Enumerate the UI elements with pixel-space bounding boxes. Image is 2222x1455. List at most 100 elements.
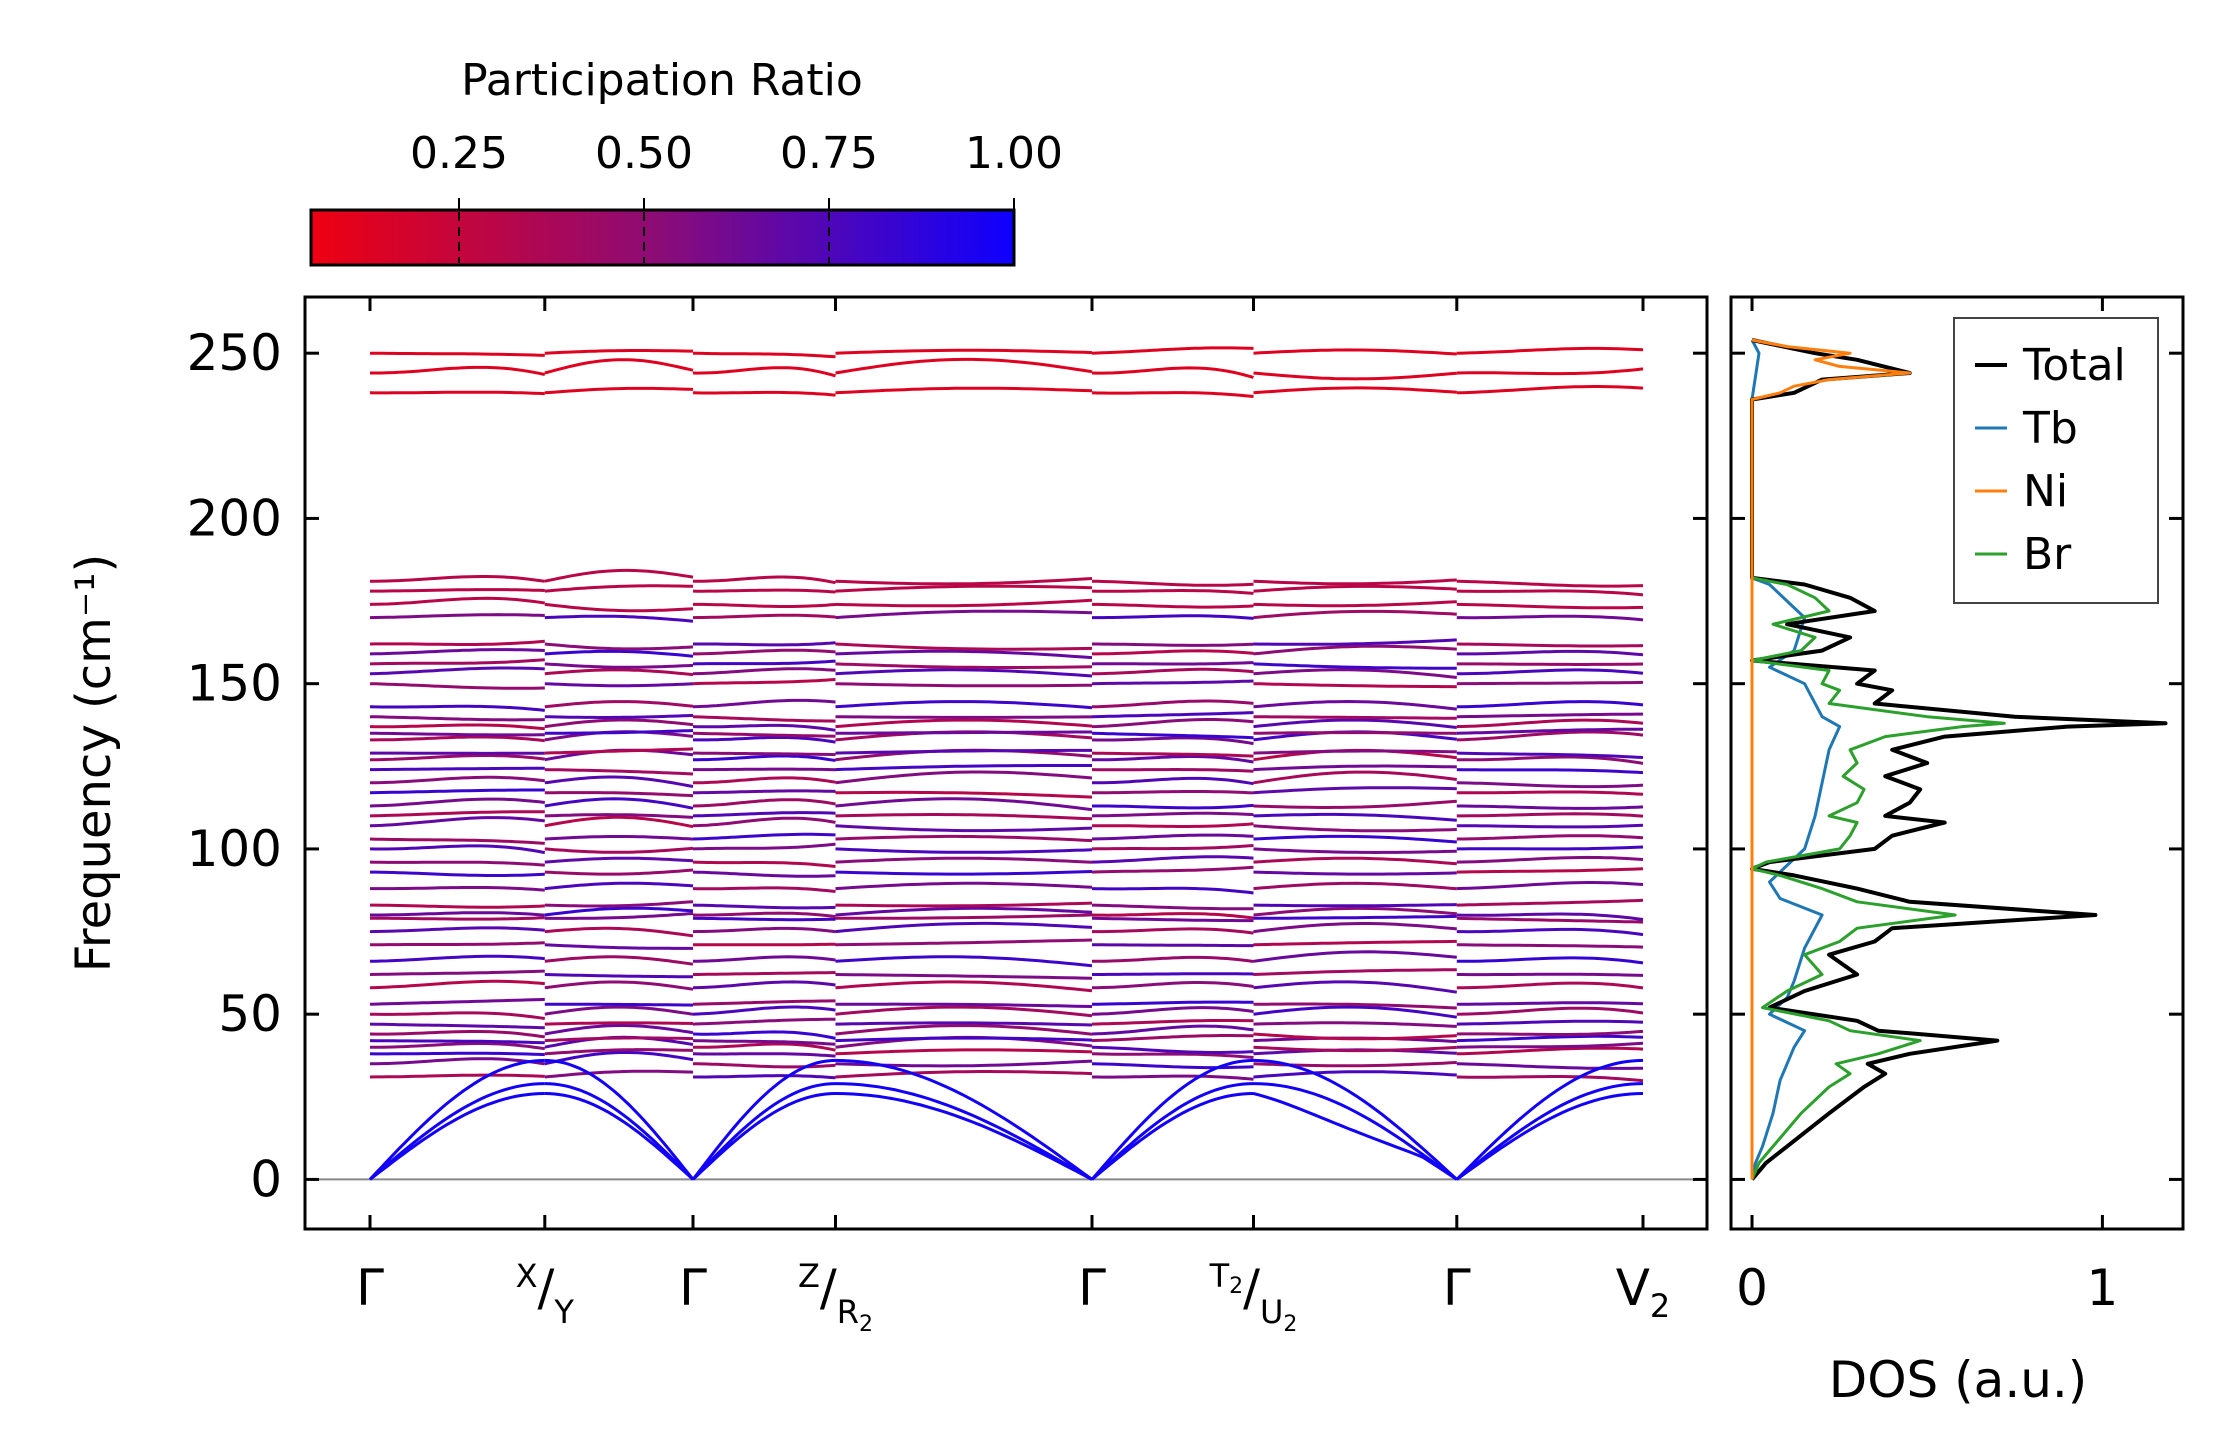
- band-line: [835, 913, 1093, 920]
- band-line: [370, 731, 545, 737]
- band-line: [1091, 711, 1254, 719]
- acoustic-band-line: [691, 1092, 836, 1181]
- band-line: [1456, 972, 1644, 977]
- band-line: [544, 718, 694, 729]
- band-line: [544, 747, 694, 755]
- acoustic-band-line: [1253, 1058, 1458, 1181]
- colorbar-tick-label: 0.50: [595, 128, 693, 179]
- band-line: [1456, 1034, 1644, 1043]
- band-line: [1091, 1052, 1254, 1059]
- band-line: [1456, 680, 1644, 686]
- band-line: [544, 700, 694, 709]
- band-line: [369, 997, 545, 1006]
- band-line: [1253, 386, 1457, 395]
- band-line: [1253, 824, 1457, 833]
- band-line: [1091, 1034, 1254, 1043]
- band-line: [369, 941, 545, 947]
- band-line: [835, 1021, 1093, 1027]
- band-line: [1456, 642, 1644, 648]
- band-line: [544, 775, 694, 788]
- band-line: [692, 731, 836, 738]
- acoustic-band-line: [1090, 1058, 1254, 1181]
- band-line: [544, 881, 694, 891]
- band-line: [1253, 856, 1457, 866]
- colorbar-ticks: 0.25 0.50 0.75 1.00: [410, 128, 1063, 263]
- band-line: [369, 723, 545, 731]
- band-line: [1092, 1074, 1254, 1081]
- band-line: [692, 667, 836, 676]
- band-line: [692, 832, 836, 841]
- band-line: [544, 900, 694, 908]
- band-line: [544, 813, 694, 819]
- band-line: [1253, 968, 1457, 976]
- band-line: [1091, 916, 1254, 923]
- band-line: [1253, 764, 1457, 772]
- band-line: [692, 1017, 836, 1026]
- band-line: [370, 886, 545, 892]
- band-line: [693, 776, 836, 785]
- band-line: [1456, 855, 1644, 864]
- band-line: [1456, 662, 1644, 666]
- band-line: [692, 816, 836, 828]
- band-line: [692, 870, 836, 878]
- colorbar: Participation Ratio 0.25 0.50 0.75 1.00: [309, 55, 1063, 267]
- band-line: [1091, 661, 1254, 666]
- band-line: [1091, 1062, 1254, 1070]
- band-line: [1253, 638, 1457, 646]
- band-line: [370, 870, 545, 877]
- band-line: [835, 649, 1093, 660]
- band-ytick-label: 150: [187, 655, 282, 713]
- band-line: [544, 835, 694, 841]
- band-line: [1456, 589, 1644, 597]
- band-line: [693, 1062, 836, 1069]
- band-line: [369, 797, 545, 808]
- band-line: [692, 886, 836, 893]
- band-line: [692, 903, 836, 910]
- band-line: [1456, 768, 1644, 775]
- band-line: [835, 797, 1093, 812]
- band-line: [693, 767, 836, 772]
- band-line: [1456, 927, 1644, 937]
- band-line: [369, 1022, 545, 1030]
- band-line: [369, 1030, 546, 1039]
- band-line: [369, 1039, 545, 1045]
- band-line: [835, 598, 1093, 608]
- band-line: [1253, 834, 1457, 844]
- band-line: [1091, 667, 1254, 676]
- band-line: [1253, 922, 1457, 934]
- band-line: [1091, 731, 1254, 740]
- legend-items: Total Tb Ni Br: [1975, 340, 2126, 580]
- band-ytick-label: 100: [187, 820, 282, 878]
- band-line: [1456, 1001, 1644, 1006]
- band-line: [1092, 972, 1254, 976]
- band-line: [835, 748, 1092, 755]
- acoustic-band-line: [369, 1082, 545, 1181]
- band-line: [1091, 903, 1254, 911]
- band-line: [692, 678, 836, 686]
- band-line: [835, 718, 1093, 729]
- dos-series-tb: [1750, 339, 1842, 1180]
- band-line: [693, 602, 836, 608]
- band-line: [1456, 367, 1644, 376]
- band-line: [693, 971, 836, 976]
- band-line: [1091, 822, 1254, 828]
- band-ytick-label: 50: [218, 985, 282, 1043]
- band-line: [835, 386, 1093, 395]
- band-line: [369, 969, 545, 976]
- band-line: [835, 348, 1093, 355]
- band-line: [1253, 847, 1457, 855]
- band-line: [835, 856, 1093, 864]
- band-line: [1091, 346, 1254, 355]
- band-line: [1253, 980, 1458, 994]
- band-panel: Frequency (cm⁻¹) 0 50 100 150 200 250 Γ X/Y Γ Z/R…: [66, 295, 1709, 1337]
- band-line: [369, 1051, 545, 1057]
- band-line: [1456, 579, 1644, 588]
- band-line: [692, 1030, 836, 1040]
- acoustic-band-line: [1253, 1092, 1458, 1181]
- band-line: [835, 642, 1093, 651]
- band-line: [1253, 1005, 1458, 1019]
- band-line: [1253, 812, 1457, 822]
- band-line: [544, 386, 694, 395]
- band-line: [1091, 751, 1254, 758]
